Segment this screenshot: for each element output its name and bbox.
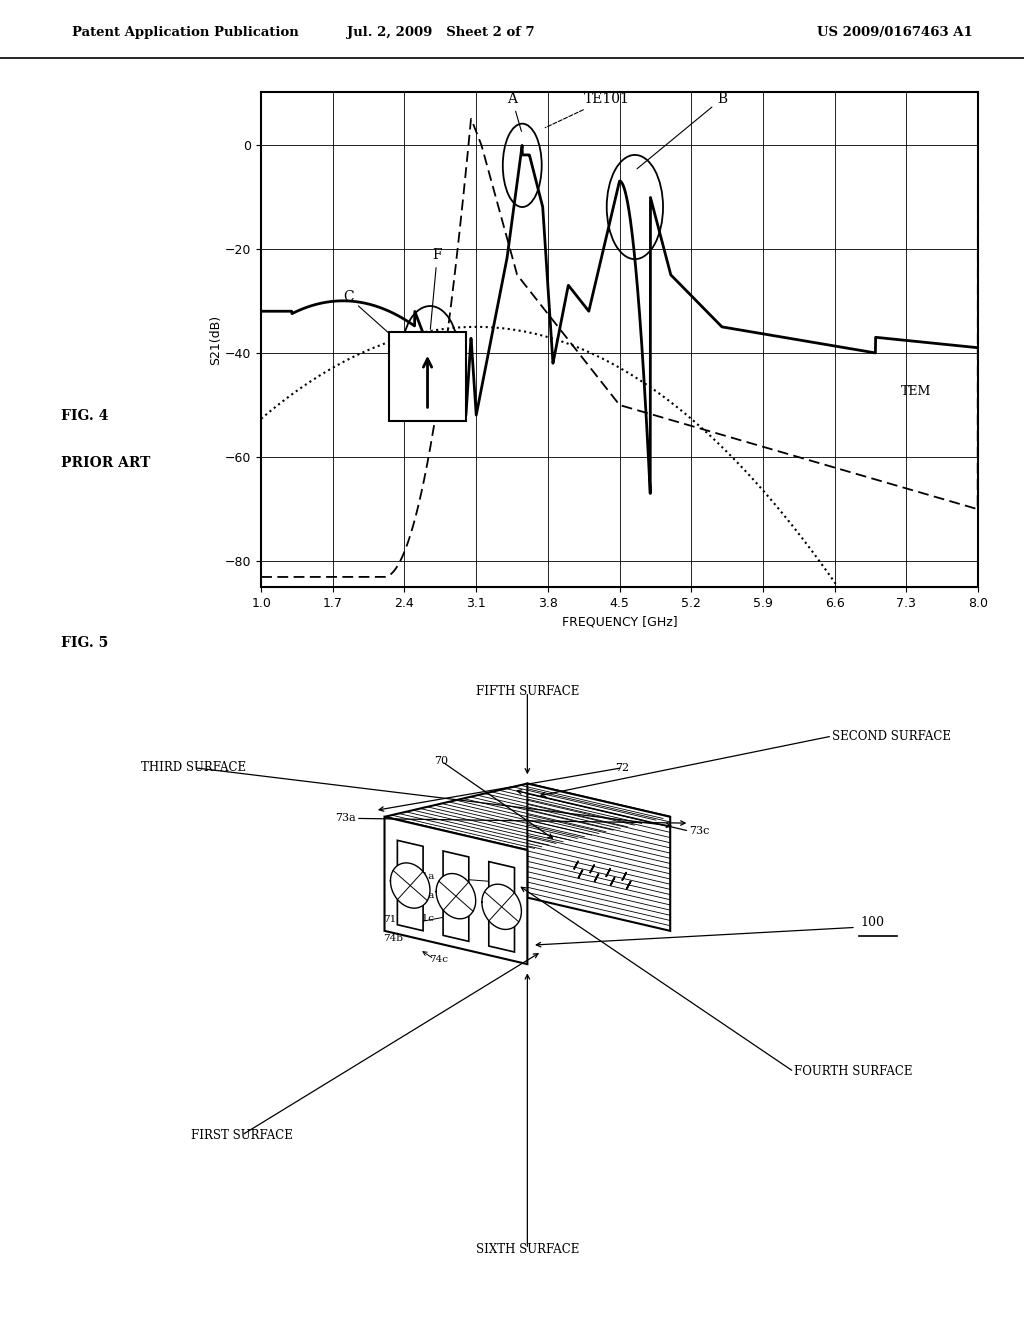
Text: 74b: 74b xyxy=(384,935,403,944)
Text: FIFTH SURFACE: FIFTH SURFACE xyxy=(476,685,579,698)
Text: 71b: 71b xyxy=(384,915,403,924)
Text: C: C xyxy=(343,290,397,341)
Y-axis label: S21(dB): S21(dB) xyxy=(209,315,222,364)
Text: SECOND SURFACE: SECOND SURFACE xyxy=(833,730,951,743)
Polygon shape xyxy=(488,862,514,952)
Polygon shape xyxy=(390,863,430,908)
Text: 74c: 74c xyxy=(429,956,449,964)
Text: THIRD SURFACE: THIRD SURFACE xyxy=(141,762,247,775)
Text: FIRST SURFACE: FIRST SURFACE xyxy=(190,1129,293,1142)
Text: A: A xyxy=(507,92,521,132)
Polygon shape xyxy=(385,784,671,850)
Polygon shape xyxy=(436,874,476,919)
Polygon shape xyxy=(527,784,671,931)
Text: FIG. 4: FIG. 4 xyxy=(61,409,109,422)
Polygon shape xyxy=(482,884,521,929)
Polygon shape xyxy=(385,817,527,964)
Text: 73c: 73c xyxy=(689,826,710,836)
Text: FOURTH SURFACE: FOURTH SURFACE xyxy=(794,1065,912,1078)
Text: 71c: 71c xyxy=(415,913,434,923)
Text: FIG. 5: FIG. 5 xyxy=(61,636,109,649)
Polygon shape xyxy=(443,851,469,941)
Text: Jul. 2, 2009   Sheet 2 of 7: Jul. 2, 2009 Sheet 2 of 7 xyxy=(346,26,535,40)
Text: 73a: 73a xyxy=(335,813,356,824)
Polygon shape xyxy=(397,841,423,931)
Text: SIXTH SURFACE: SIXTH SURFACE xyxy=(476,1242,579,1255)
Text: F: F xyxy=(430,248,442,329)
X-axis label: FREQUENCY [GHz]: FREQUENCY [GHz] xyxy=(562,615,677,628)
Text: TEM: TEM xyxy=(901,384,932,397)
Text: US 2009/0167463 A1: US 2009/0167463 A1 xyxy=(817,26,973,40)
Text: TE101: TE101 xyxy=(545,92,630,128)
Text: 100: 100 xyxy=(861,916,885,929)
Text: 70: 70 xyxy=(434,756,449,767)
Text: 72: 72 xyxy=(615,763,630,772)
Bar xyxy=(389,333,466,421)
Text: Patent Application Publication: Patent Application Publication xyxy=(72,26,298,40)
Text: 71a: 71a xyxy=(416,873,435,880)
Text: 74a: 74a xyxy=(416,891,435,900)
Text: B: B xyxy=(637,92,727,169)
Text: PRIOR ART: PRIOR ART xyxy=(61,457,151,470)
